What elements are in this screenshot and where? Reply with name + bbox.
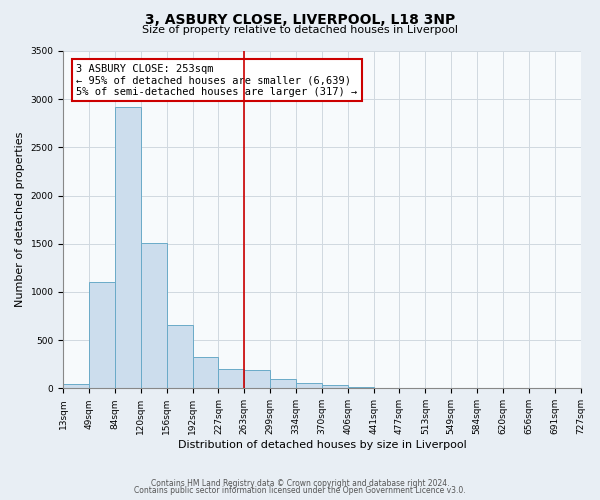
- Bar: [141, 243, 167, 388]
- Bar: [348, 387, 374, 388]
- Text: Size of property relative to detached houses in Liverpool: Size of property relative to detached ho…: [142, 25, 458, 35]
- Text: 3 ASBURY CLOSE: 253sqm
← 95% of detached houses are smaller (6,639)
5% of semi-d: 3 ASBURY CLOSE: 253sqm ← 95% of detached…: [76, 64, 358, 96]
- X-axis label: Distribution of detached houses by size in Liverpool: Distribution of detached houses by size …: [178, 440, 466, 450]
- Text: Contains HM Land Registry data © Crown copyright and database right 2024.: Contains HM Land Registry data © Crown c…: [151, 478, 449, 488]
- Bar: [218, 369, 244, 388]
- Bar: [115, 107, 141, 388]
- Y-axis label: Number of detached properties: Number of detached properties: [15, 132, 25, 308]
- Bar: [322, 386, 348, 388]
- Bar: [167, 324, 193, 388]
- Text: 3, ASBURY CLOSE, LIVERPOOL, L18 3NP: 3, ASBURY CLOSE, LIVERPOOL, L18 3NP: [145, 12, 455, 26]
- Text: Contains public sector information licensed under the Open Government Licence v3: Contains public sector information licen…: [134, 486, 466, 495]
- Bar: [63, 384, 89, 388]
- Bar: [193, 356, 218, 388]
- Bar: [89, 282, 115, 389]
- Bar: [296, 382, 322, 388]
- Bar: [244, 370, 270, 388]
- Bar: [270, 378, 296, 388]
